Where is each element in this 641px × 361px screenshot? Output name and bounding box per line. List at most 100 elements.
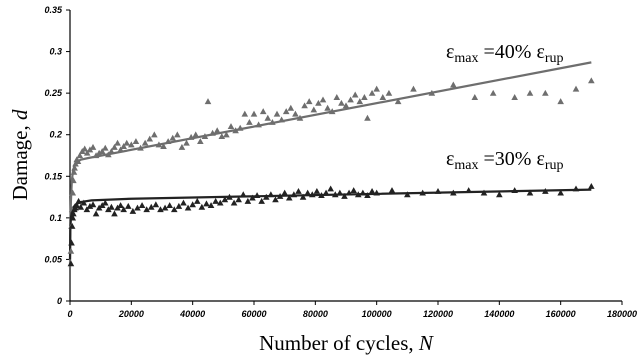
data-point-40: [197, 138, 204, 145]
data-point-40: [368, 89, 376, 96]
data-point-30: [331, 191, 339, 198]
data-point-40: [361, 94, 368, 100]
data-point-30: [450, 189, 457, 196]
data-point-30: [480, 189, 488, 196]
data-point-40: [241, 110, 249, 117]
data-point-30: [465, 187, 472, 194]
data-point-40: [160, 143, 167, 149]
x-tick-label: 20000: [118, 309, 144, 319]
data-point-40: [183, 139, 190, 146]
series-label-30-sub-max: max: [454, 158, 478, 173]
series-label-40-mid: =40% ε: [479, 41, 545, 63]
data-point-30: [184, 204, 192, 211]
data-point-30: [124, 202, 132, 209]
data-point-30: [161, 204, 169, 211]
data-point-40: [105, 151, 112, 158]
data-point-40: [269, 118, 276, 125]
data-point-30: [138, 202, 146, 209]
data-point-40: [373, 85, 380, 92]
series-label-40-sub-rup: rup: [545, 51, 564, 66]
data-point-40: [328, 108, 336, 115]
data-point-30: [359, 189, 367, 196]
data-point-40: [71, 164, 78, 171]
data-point-30: [308, 191, 316, 198]
data-point-40: [250, 110, 258, 117]
data-point-40: [315, 99, 322, 106]
data-point-30: [152, 201, 160, 208]
data-point-30: [258, 197, 265, 204]
series-label-40-eps: ε: [446, 41, 454, 63]
data-point-40: [301, 102, 308, 109]
data-point-30: [295, 187, 302, 194]
data-point-40: [114, 139, 121, 146]
data-point-30: [166, 202, 173, 209]
data-point-40: [351, 91, 359, 98]
data-point-40: [232, 127, 239, 134]
data-point-30: [73, 202, 81, 209]
data-point-30: [207, 202, 215, 209]
series-label-30-mid: =30% ε: [479, 148, 545, 170]
x-tick-label: 180000: [607, 309, 637, 319]
data-point-40: [155, 141, 163, 148]
data-point-30: [299, 193, 307, 200]
data-point-40: [178, 143, 186, 150]
x-axis-title-text: Number of cycles,: [259, 331, 414, 355]
x-tick-label: 0: [67, 309, 72, 319]
data-point-40: [394, 98, 402, 105]
data-point-40: [273, 110, 281, 117]
data-point-40: [450, 81, 457, 88]
x-axis-title: Number of cycles, N: [259, 331, 434, 355]
data-point-30: [354, 191, 362, 198]
data-point-30: [67, 260, 75, 267]
data-point-30: [345, 189, 353, 196]
data-point-40: [218, 133, 226, 140]
data-point-30: [221, 196, 229, 203]
data-point-30: [350, 187, 357, 194]
data-point-40: [89, 143, 97, 150]
data-point-40: [511, 94, 518, 100]
y-tick-label: 0.15: [44, 171, 63, 181]
x-tick-label: 160000: [546, 309, 576, 319]
data-point-40: [117, 146, 124, 153]
x-tick-label: 80000: [303, 309, 328, 319]
data-point-40: [204, 98, 212, 105]
data-point-30: [180, 199, 187, 206]
data-point-30: [313, 187, 321, 194]
data-point-30: [368, 187, 376, 194]
x-tick-label: 120000: [423, 309, 453, 319]
data-point-30: [281, 189, 288, 196]
data-point-30: [68, 239, 75, 246]
data-point-40: [223, 131, 230, 138]
series-label-30: εmax =30% εrup: [446, 148, 564, 173]
data-point-30: [318, 192, 325, 199]
data-point-30: [542, 187, 549, 194]
data-point-40: [98, 148, 106, 154]
data-point-40: [92, 152, 100, 159]
series-label-30-eps: ε: [446, 148, 454, 170]
y-tick-label: 0.35: [44, 5, 63, 15]
data-point-30: [388, 187, 396, 194]
data-point-30: [290, 191, 298, 198]
data-point-40: [333, 94, 341, 100]
data-point-40: [67, 247, 75, 254]
data-point-40: [364, 114, 371, 121]
data-point-40: [164, 138, 172, 145]
x-tick-label: 140000: [484, 309, 514, 319]
data-point-40: [489, 89, 497, 96]
data-point-30: [341, 192, 348, 199]
data-point-40: [201, 133, 209, 140]
data-point-40: [259, 108, 267, 115]
data-point-40: [123, 139, 131, 146]
data-point-30: [267, 191, 275, 198]
data-point-40: [572, 85, 580, 92]
data-point-40: [213, 127, 221, 134]
data-point-30: [588, 182, 595, 189]
data-point-40: [296, 114, 304, 121]
data-points: [67, 77, 595, 267]
data-point-30: [193, 197, 201, 204]
data-point-40: [69, 189, 77, 196]
data-point-30: [511, 187, 518, 194]
data-point-30: [262, 193, 270, 200]
data-point-30: [249, 194, 256, 201]
data-point-40: [209, 129, 216, 136]
